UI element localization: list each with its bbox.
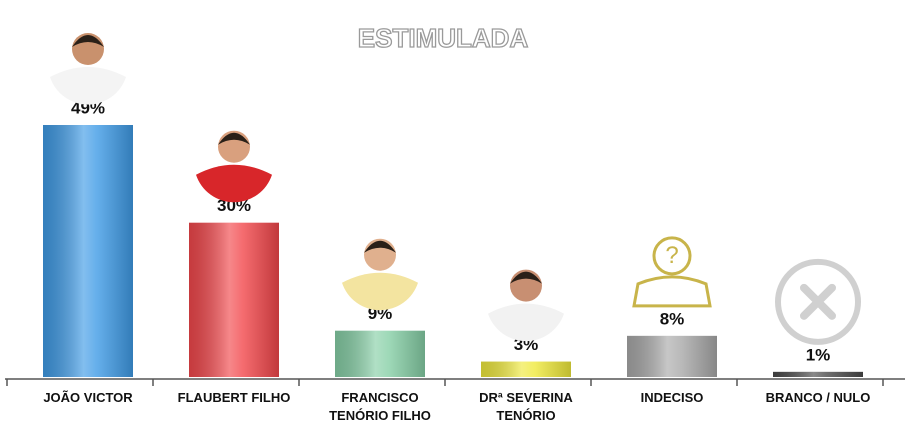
value-label: 8%	[660, 309, 685, 328]
chart-title: ESTIMULADA	[358, 23, 529, 53]
photo-hair	[218, 132, 250, 145]
x-tick-label: INDECISO	[640, 390, 704, 405]
icon-body	[632, 275, 712, 308]
x-tick-label: FRANCISCO TENÓRIO FILHO	[329, 390, 431, 423]
photo-hair	[510, 271, 542, 284]
bar-shine	[43, 125, 133, 377]
value-label: 1%	[806, 345, 831, 364]
x-tick-label: JOÃO VICTOR	[43, 390, 133, 405]
icon-question: ?	[665, 242, 678, 269]
icon-head	[652, 236, 692, 276]
photo-shirt	[50, 67, 126, 105]
bar-shine	[773, 371, 863, 377]
x-tick-label: DRª SEVERINA TENÓRIO	[479, 390, 573, 423]
photo-hair	[72, 35, 104, 47]
x-tick-label: FLAUBERT FILHO	[177, 390, 291, 405]
icon-circle	[775, 258, 861, 345]
photo-shirt	[196, 164, 272, 203]
bar-shine	[627, 335, 717, 377]
photo-hair	[364, 240, 396, 253]
bar-shine	[189, 222, 279, 377]
photo-shirt	[488, 303, 564, 342]
bar-shine	[481, 361, 571, 377]
bar-shine	[335, 330, 425, 377]
photo-shirt	[342, 272, 418, 311]
icon-x	[800, 283, 836, 320]
x-tick-label: BRANCO / NULO	[765, 390, 871, 405]
